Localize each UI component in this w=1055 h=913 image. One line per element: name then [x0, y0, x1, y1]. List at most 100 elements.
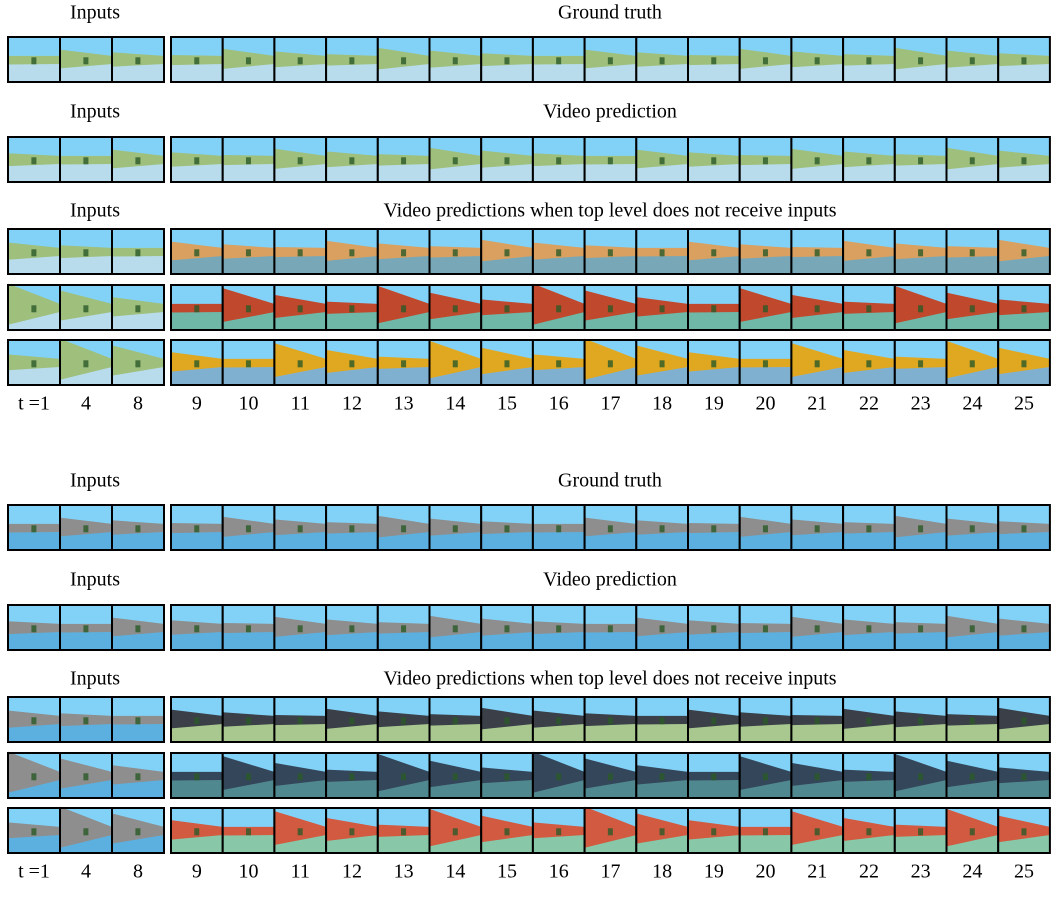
frame-floor	[223, 163, 275, 182]
time-label: 22	[859, 393, 879, 415]
frame-door	[556, 525, 561, 532]
frame-door	[1021, 57, 1026, 64]
frame-door	[298, 625, 303, 632]
frame-door	[556, 305, 561, 312]
frame-floor	[171, 311, 223, 330]
frame-door	[298, 305, 303, 312]
frame-door	[401, 773, 406, 780]
frame-door	[815, 828, 820, 835]
panel: InputsGround truthInputsVideo prediction…	[8, 2, 1050, 415]
frame-floor	[60, 631, 112, 650]
frame-door	[349, 157, 354, 164]
frame-door	[970, 305, 975, 312]
frame-door	[918, 773, 923, 780]
frame-floor	[688, 311, 740, 330]
frame-floor	[223, 631, 275, 650]
time-label: 19	[704, 861, 724, 883]
frame-door	[504, 360, 509, 367]
frame-door	[815, 249, 820, 256]
frame-door	[194, 57, 199, 64]
frame-door	[1021, 625, 1026, 632]
frame-door	[401, 249, 406, 256]
frame-door	[31, 717, 36, 724]
frame-door	[866, 717, 871, 724]
frame-floor	[326, 63, 378, 82]
frame-door	[711, 625, 716, 632]
time-label: 20	[756, 861, 776, 883]
frame-door	[866, 57, 871, 64]
frame-floor	[740, 163, 792, 182]
frame-door	[711, 360, 716, 367]
frame-door	[763, 305, 768, 312]
time-label: 11	[291, 861, 310, 883]
frame-floor	[843, 311, 895, 330]
frame-door	[504, 717, 509, 724]
time-label: 12	[342, 861, 362, 883]
frame-door	[763, 717, 768, 724]
frame-floor	[378, 631, 430, 650]
frame-door	[556, 249, 561, 256]
frame-door	[504, 249, 509, 256]
section-title: Video predictions when top level does no…	[383, 200, 836, 222]
frame-door	[135, 249, 140, 256]
frame-door	[31, 157, 36, 164]
frame-door	[83, 828, 88, 835]
frame-door	[815, 525, 820, 532]
frame-door	[349, 773, 354, 780]
frame-door	[83, 305, 88, 312]
frame-door	[608, 717, 613, 724]
frame-floor	[843, 779, 895, 798]
time-label: 25	[1014, 393, 1034, 415]
frame-floor	[8, 531, 60, 550]
frame-row	[8, 339, 1050, 385]
frame-door	[246, 625, 251, 632]
frame-door	[83, 717, 88, 724]
frame-door	[866, 773, 871, 780]
inputs-label: Inputs	[70, 200, 120, 222]
frame-door	[608, 305, 613, 312]
frame-door	[453, 157, 458, 164]
frame-door	[135, 157, 140, 164]
frame-door	[135, 717, 140, 724]
frame-door	[815, 57, 820, 64]
frame-door	[556, 360, 561, 367]
frame-door	[504, 525, 509, 532]
frame-door	[918, 305, 923, 312]
frame-floor	[895, 631, 947, 650]
frame-floor	[843, 63, 895, 82]
frame-floor	[895, 366, 947, 385]
frame-door	[349, 57, 354, 64]
frame-door	[918, 717, 923, 724]
frame-door	[31, 828, 36, 835]
frame-door	[866, 249, 871, 256]
frame-door	[83, 57, 88, 64]
frame-door	[608, 525, 613, 532]
frame-door	[608, 157, 613, 164]
time-label: 24	[962, 861, 982, 883]
frame-door	[815, 360, 820, 367]
time-label: 21	[807, 861, 827, 883]
frame-floor	[688, 531, 740, 550]
time-label: 8	[133, 393, 143, 415]
frame-door	[866, 157, 871, 164]
frame-door	[246, 360, 251, 367]
frame-door	[608, 57, 613, 64]
frame-door	[349, 625, 354, 632]
frame-door	[763, 828, 768, 835]
frame-floor	[481, 63, 533, 82]
frame-door	[970, 773, 975, 780]
time-label: 12	[342, 393, 362, 415]
frame-floor	[112, 255, 164, 274]
frame-door	[349, 360, 354, 367]
frame-door	[711, 249, 716, 256]
section-title: Ground truth	[558, 2, 662, 24]
frame-door	[135, 773, 140, 780]
frame-door	[660, 828, 665, 835]
frame-door	[660, 305, 665, 312]
frame-door	[866, 525, 871, 532]
frame-door	[556, 828, 561, 835]
frame-door	[970, 249, 975, 256]
frame-floor	[533, 531, 585, 550]
frame-floor	[585, 163, 637, 182]
frame-door	[194, 717, 199, 724]
